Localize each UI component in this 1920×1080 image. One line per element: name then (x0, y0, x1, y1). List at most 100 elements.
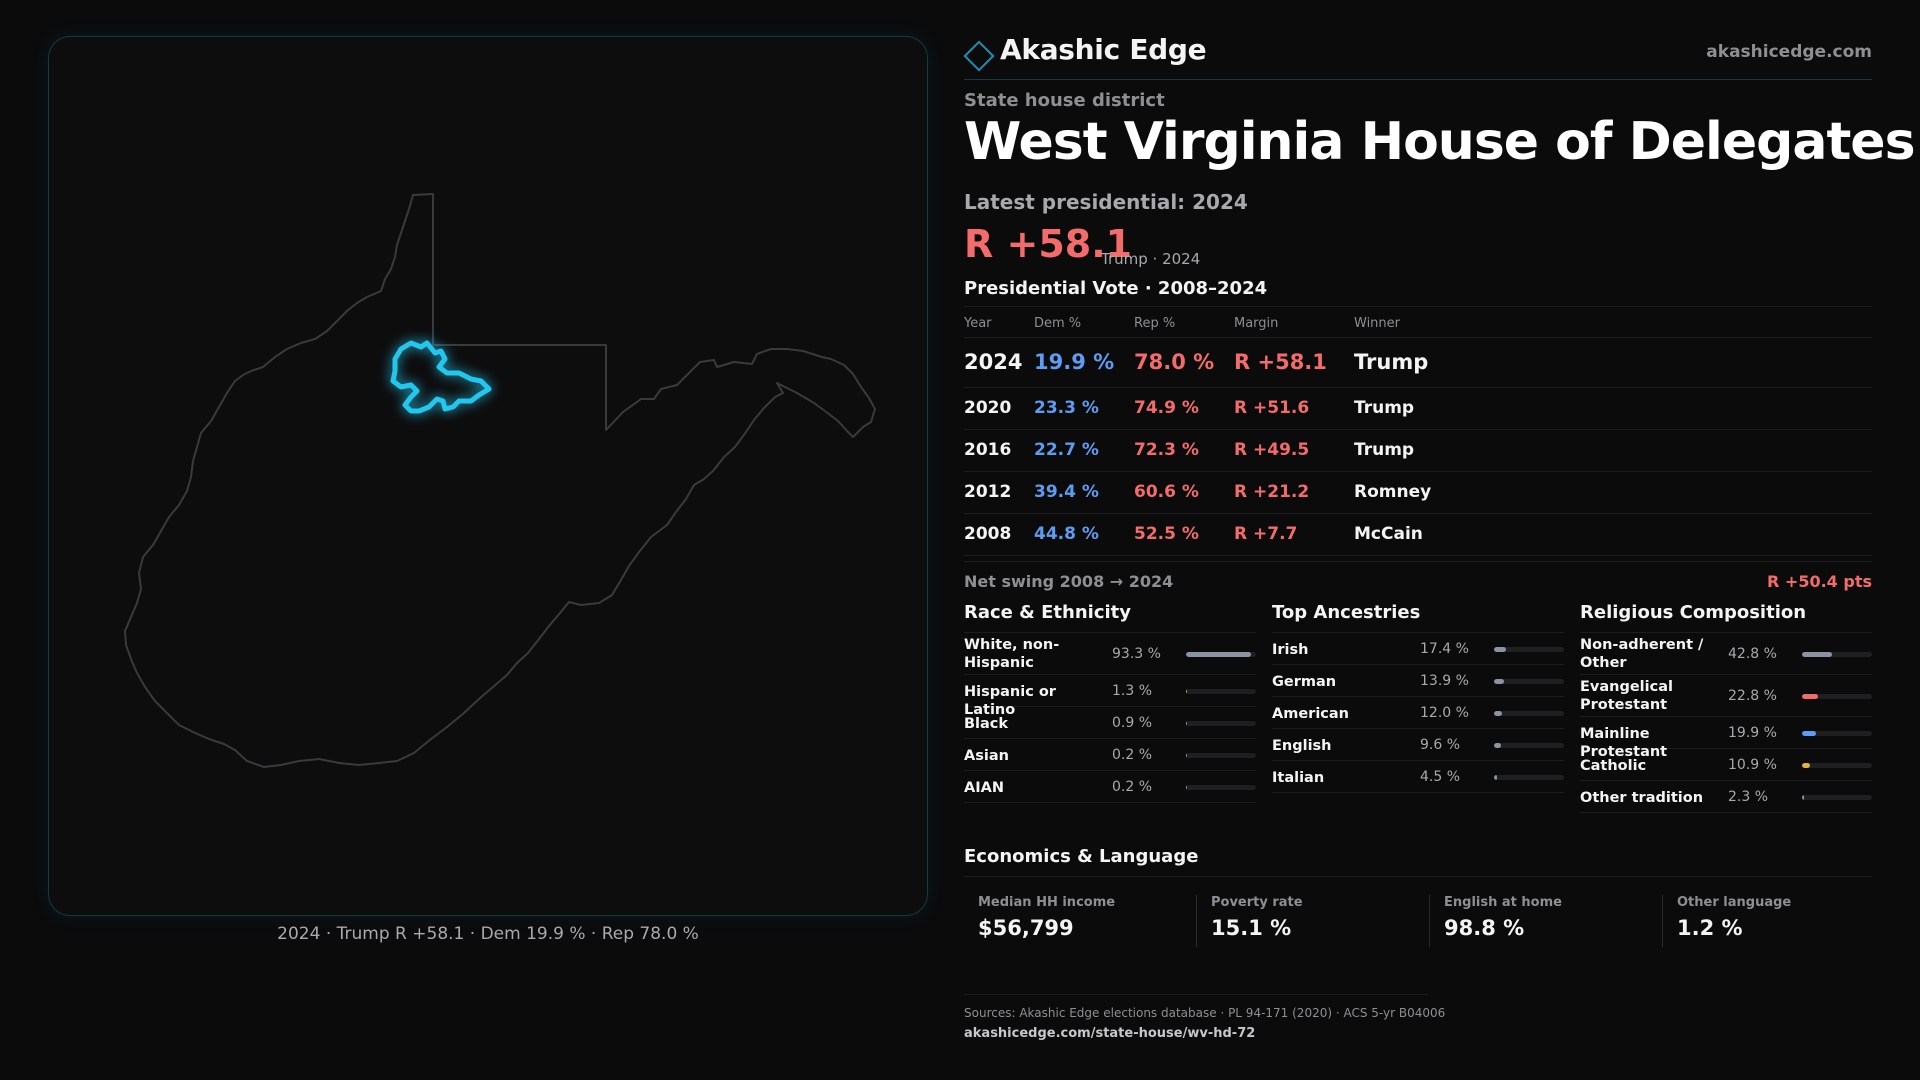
item-pct: 2.3 % (1728, 789, 1769, 805)
item-pct: 10.9 % (1728, 757, 1777, 773)
diamond-logo-icon (963, 40, 995, 72)
col-dem: Dem % (1034, 316, 1082, 331)
item-bar-fill (1802, 763, 1810, 768)
item-bar-fill (1802, 731, 1816, 736)
race-ethnicity-panel: Race & Ethnicity White, non-Hispanic 93.… (964, 602, 1256, 803)
list-item: White, non-Hispanic 93.3 % (964, 633, 1256, 675)
item-bar (1186, 721, 1256, 726)
item-bar (1494, 743, 1564, 748)
ancestry-title: Top Ancestries (1272, 602, 1421, 623)
stat-card: Median HH income $56,799 (964, 895, 1178, 947)
brand-name[interactable]: Akashic Edge (1000, 33, 1207, 66)
item-bar-fill (1494, 647, 1507, 652)
row-rep: 52.5 % (1134, 524, 1199, 544)
table-row: 2024 19.9 % 78.0 % R +58.1 Trump (964, 338, 1872, 388)
page-title: West Virginia House of Delegates Distric… (964, 112, 1920, 172)
row-rep: 74.9 % (1134, 398, 1199, 418)
row-winner: Trump (1354, 350, 1429, 374)
row-year: 2016 (964, 440, 1012, 460)
race-title: Race & Ethnicity (964, 602, 1131, 623)
brand-header: Akashic Edge akashicedge.com (963, 30, 1872, 80)
item-bar-fill (1802, 795, 1804, 800)
item-label: Catholic (1580, 758, 1647, 774)
row-dem: 19.9 % (1034, 350, 1115, 374)
item-pct: 4.5 % (1420, 769, 1461, 785)
item-label: Non-adherent / Other (1580, 637, 1704, 671)
brand-url[interactable]: akashicedge.com (1706, 42, 1872, 62)
item-label: Black (964, 716, 1009, 732)
row-winner: Trump (1354, 398, 1415, 418)
stat-value: 15.1 % (1211, 916, 1292, 940)
ancestry-list: Irish 17.4 % German 13.9 % American 12.0… (1272, 632, 1564, 793)
net-swing-label: Net swing 2008 → 2024 (964, 572, 1174, 591)
row-year: 2012 (964, 482, 1012, 502)
item-bar (1802, 763, 1872, 768)
table-header: Year Dem % Rep % Margin Winner (964, 306, 1872, 338)
stat-label: Other language (1677, 895, 1792, 910)
vote-table-title: Presidential Vote · 2008–2024 (964, 278, 1268, 299)
row-year: 2024 (964, 350, 1023, 374)
item-label: Italian (1272, 770, 1325, 786)
item-pct: 22.8 % (1728, 688, 1777, 704)
race-list: White, non-Hispanic 93.3 % Hispanic or L… (964, 632, 1256, 803)
presidential-vote-table: Year Dem % Rep % Margin Winner 2024 19.9… (964, 306, 1872, 562)
list-item: German 13.9 % (1272, 665, 1564, 697)
table-row: 2012 39.4 % 60.6 % R +21.2 Romney (964, 472, 1872, 514)
item-bar-fill (1494, 775, 1498, 780)
district-map[interactable] (48, 36, 928, 916)
item-bar-fill (1494, 743, 1501, 748)
row-margin: R +49.5 (1234, 440, 1310, 460)
net-swing-value: R +50.4 pts (1767, 572, 1872, 591)
row-winner: McCain (1354, 524, 1423, 544)
item-bar-fill (1186, 689, 1188, 694)
list-item: Italian 4.5 % (1272, 761, 1564, 793)
row-rep: 60.6 % (1134, 482, 1199, 502)
list-item: Black 0.9 % (964, 707, 1256, 739)
row-dem: 22.7 % (1034, 440, 1099, 460)
list-item: Irish 17.4 % (1272, 633, 1564, 665)
economics-stats: Median HH income $56,799 Poverty rate 15… (964, 876, 1872, 947)
item-label: Other tradition (1580, 790, 1704, 806)
col-margin: Margin (1234, 316, 1279, 331)
item-pct: 0.2 % (1112, 747, 1153, 763)
item-bar (1494, 679, 1564, 684)
religion-title: Religious Composition (1580, 602, 1807, 623)
item-bar-fill (1186, 785, 1188, 790)
row-dem: 23.3 % (1034, 398, 1099, 418)
district-type: State house district (964, 90, 1165, 111)
permalink[interactable]: akashicedge.com/state-house/wv-hd-72 (964, 1026, 1256, 1041)
latest-margin: R +58.1 (964, 222, 1133, 266)
map-svg (124, 193, 876, 768)
item-bar-fill (1494, 679, 1504, 684)
list-item: American 12.0 % (1272, 697, 1564, 729)
item-pct: 93.3 % (1112, 646, 1161, 662)
sources-note: Sources: Akashic Edge elections database… (964, 1006, 1446, 1020)
item-bar (1802, 694, 1872, 699)
list-item: Mainline Protestant 19.9 % (1580, 717, 1872, 760)
stat-value: 98.8 % (1444, 916, 1525, 940)
row-dem: 44.8 % (1034, 524, 1099, 544)
list-item: Catholic 10.9 % (1580, 749, 1872, 781)
item-bar (1186, 785, 1256, 790)
item-label: White, non-Hispanic (964, 637, 1060, 671)
item-pct: 19.9 % (1728, 725, 1777, 741)
item-bar-fill (1802, 652, 1832, 657)
item-bar (1494, 647, 1564, 652)
table-divider (964, 556, 1872, 562)
item-pct: 9.6 % (1420, 737, 1461, 753)
item-label: Asian (964, 748, 1009, 764)
row-year: 2020 (964, 398, 1012, 418)
row-winner: Romney (1354, 482, 1432, 502)
item-bar-fill (1802, 694, 1818, 699)
list-item: Evangelical Protestant 22.8 % (1580, 675, 1872, 717)
col-rep: Rep % (1134, 316, 1176, 331)
row-dem: 39.4 % (1034, 482, 1099, 502)
religion-panel: Religious Composition Non-adherent / Oth… (1580, 602, 1872, 813)
stat-label: Median HH income (978, 895, 1116, 910)
row-margin: R +21.2 (1234, 482, 1310, 502)
stat-card: Poverty rate 15.1 % (1196, 895, 1410, 947)
latest-margin-winner: Trump · 2024 (1101, 250, 1201, 268)
item-pct: 13.9 % (1420, 673, 1469, 689)
table-row: 2020 23.3 % 74.9 % R +51.6 Trump (964, 388, 1872, 430)
item-bar (1494, 775, 1564, 780)
